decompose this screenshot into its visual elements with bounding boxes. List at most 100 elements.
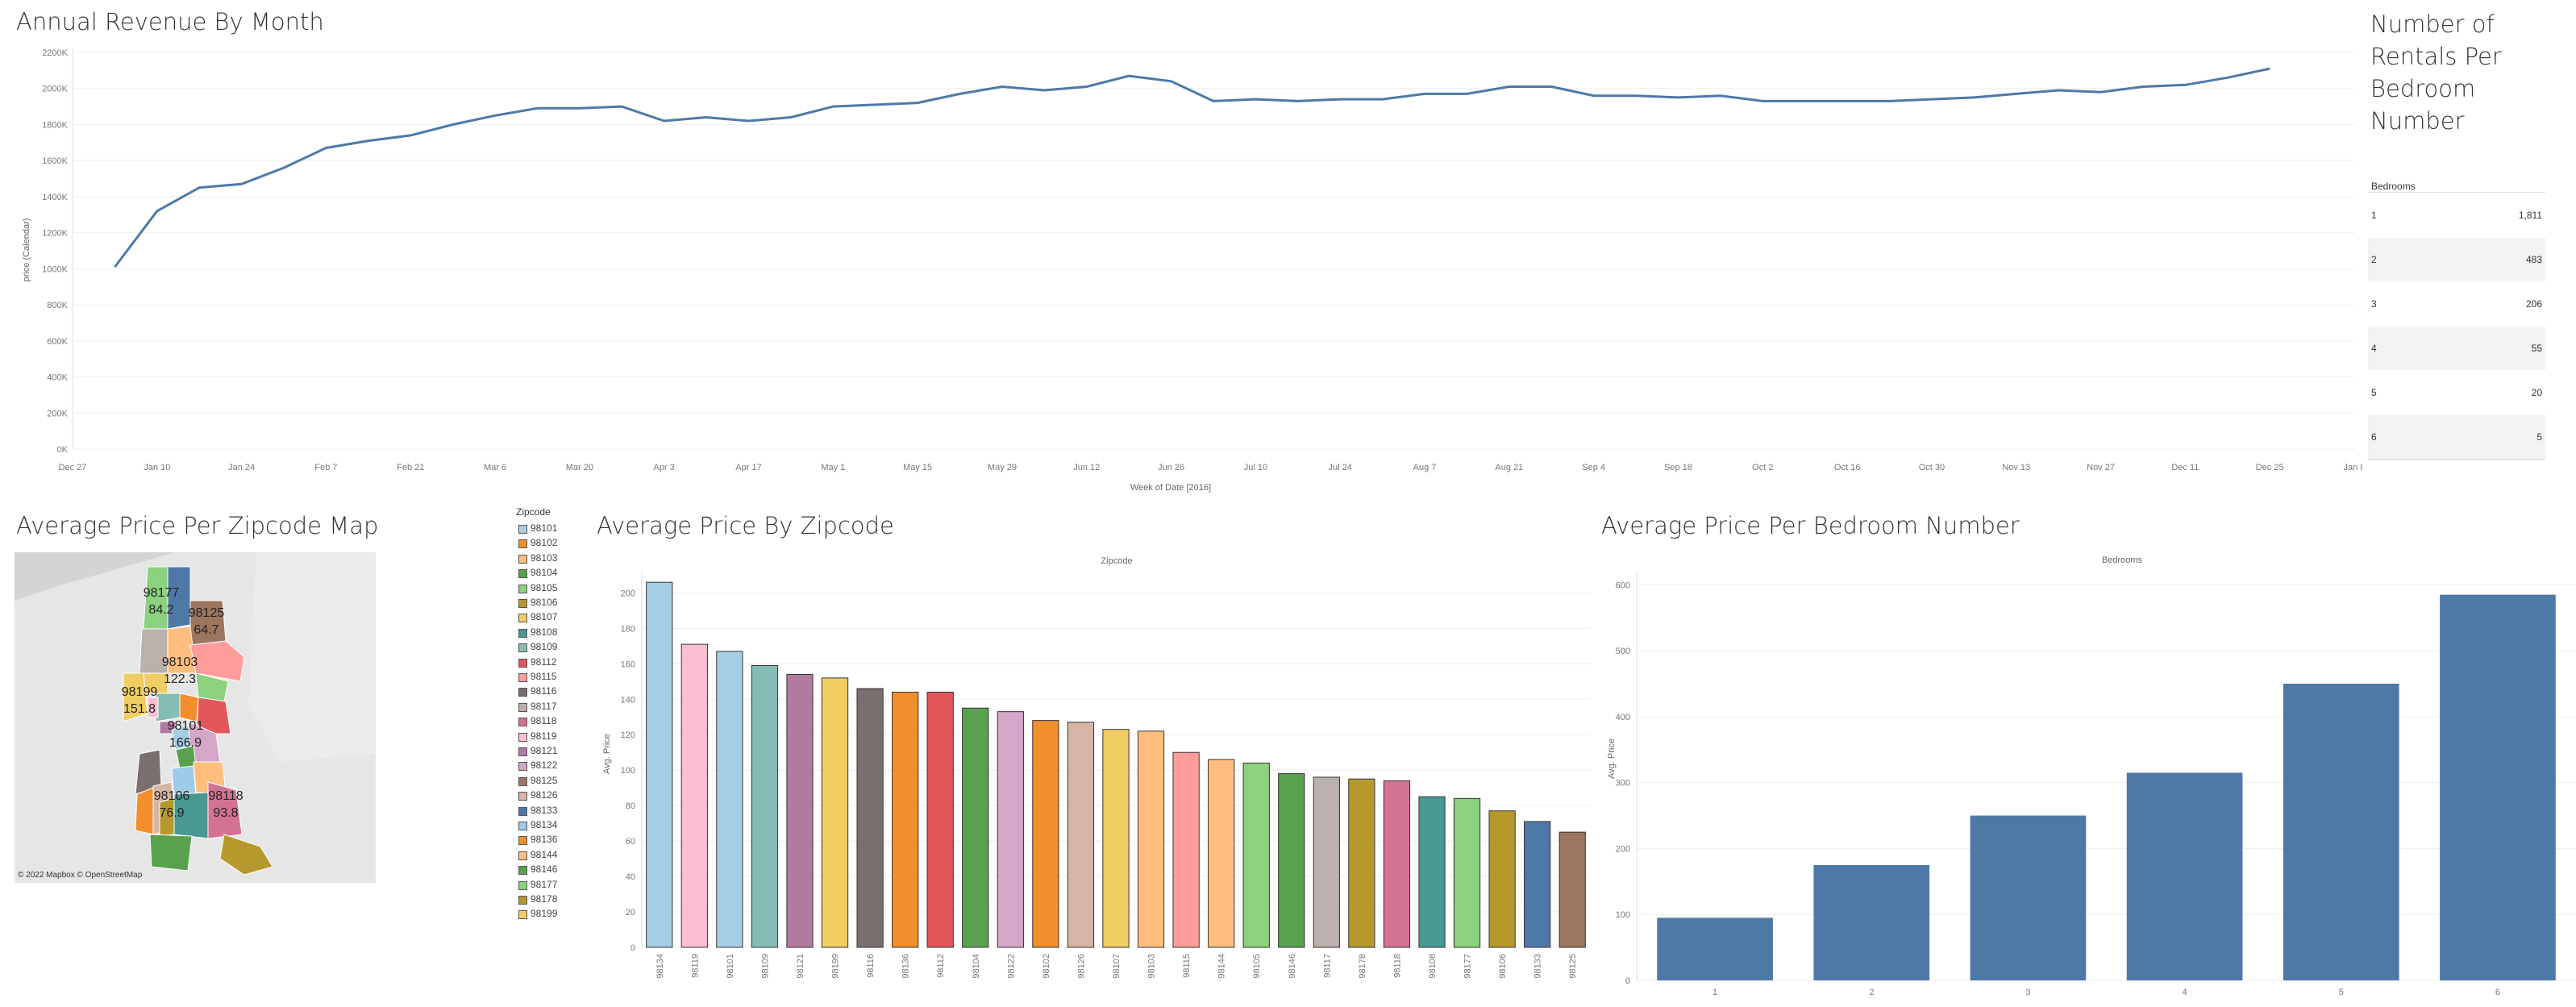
bar-98134[interactable]	[646, 581, 673, 948]
bar-xtick: 98119	[690, 954, 700, 978]
line-xtick: Apr 17	[735, 463, 761, 472]
bar-98119[interactable]	[680, 643, 708, 948]
map-label-98103: 98103 122.3	[162, 654, 198, 688]
bar-98108[interactable]	[1418, 796, 1446, 948]
line-xlabel: Week of Date [2016]	[1130, 483, 1211, 493]
line-xtick: Sep 4	[1582, 463, 1605, 472]
bar-98117[interactable]	[1313, 776, 1340, 948]
bar-xtick: 98106	[1498, 954, 1508, 979]
bar-98107[interactable]	[1102, 729, 1130, 948]
bar-98177[interactable]	[1453, 797, 1481, 948]
legend-swatch	[518, 851, 527, 860]
bar-xtick: 98105	[1252, 954, 1262, 979]
zip-98119-shape[interactable]	[147, 697, 159, 718]
map-label-value: 122.3	[163, 672, 197, 686]
bar-98112[interactable]	[926, 691, 954, 948]
bar-xtick: 98101	[726, 954, 735, 979]
bar-ytick: 40	[626, 872, 635, 882]
bar-98136[interactable]	[892, 691, 919, 948]
map-label-zip: 98101	[167, 719, 204, 733]
legend-label: 98104	[531, 567, 558, 579]
bedbar-header: Bedrooms	[2102, 556, 2143, 565]
rentals-row-count: 20	[2531, 387, 2542, 398]
zipcode-map[interactable]: 98177 84.2 98125 64.7 98103 122.3 98199 151.8 98…	[15, 552, 376, 883]
bar-xtick: 98126	[1076, 954, 1086, 979]
rentals-title-line: Bedroom	[2370, 75, 2476, 102]
bar-98109[interactable]	[751, 665, 779, 948]
zip-98136-shape[interactable]	[135, 787, 154, 835]
bar-98125[interactable]	[1559, 831, 1586, 948]
annual-revenue-chart: 0K 200K 400K 600K 800K 1000K 1200K 1400K 1600K 18…	[22, 48, 2362, 493]
rentals-row-bedrooms: 4	[2371, 343, 2377, 354]
bar-ytick: 160	[621, 660, 635, 669]
line-xtick: Jun 12	[1073, 463, 1100, 472]
zip-98146-shape[interactable]	[149, 834, 193, 872]
line-xtick: Mar 20	[566, 463, 593, 472]
legend-label: 98125	[531, 774, 558, 786]
zip-98115-shape[interactable]	[189, 640, 245, 682]
line-xtick: Dec 27	[59, 463, 87, 472]
bar-98122[interactable]	[997, 711, 1024, 948]
bar-ytick: 600	[1616, 580, 1630, 590]
zip-98102-shape[interactable]	[179, 693, 199, 722]
bar-98105[interactable]	[1242, 762, 1270, 948]
bar-6[interactable]	[2440, 594, 2556, 980]
bar-ytick: 120	[621, 730, 635, 740]
bar-98199[interactable]	[821, 677, 849, 948]
legend-swatch	[518, 896, 527, 905]
line-ytick: 1000K	[42, 264, 68, 274]
bar-98126[interactable]	[1067, 722, 1095, 948]
bar-98104[interactable]	[962, 707, 989, 948]
line-xtick: Feb 7	[314, 463, 337, 472]
zip-98112-shape[interactable]	[196, 697, 231, 734]
bar-98106[interactable]	[1488, 810, 1516, 948]
bar-2[interactable]	[1813, 864, 1930, 980]
bar-98101[interactable]	[716, 651, 743, 948]
bar-98144[interactable]	[1208, 759, 1235, 948]
legend-swatch	[518, 658, 527, 668]
annual-title: Annual Revenue By Month	[16, 8, 324, 35]
bar-98121[interactable]	[786, 673, 814, 948]
bar-98115[interactable]	[1172, 751, 1200, 948]
bar-xtick: 98117	[1322, 954, 1332, 978]
rentals-row: 4 55	[2368, 327, 2545, 370]
legend-swatch	[518, 732, 527, 742]
rentals-title: Number of Rentals Per Bedroom Number	[2370, 8, 2502, 137]
bar-98103[interactable]	[1137, 730, 1165, 948]
line-ytick: 200K	[47, 409, 68, 418]
zip-98118-shape[interactable]	[207, 781, 243, 839]
legend-swatch	[518, 584, 527, 593]
line-ytick: 1200K	[42, 229, 68, 239]
rentals-title-line: Rentals Per	[2370, 43, 2502, 70]
line-ylabel: price (Calendar)	[22, 218, 31, 282]
bar-98102[interactable]	[1032, 720, 1059, 948]
bar-1[interactable]	[1657, 918, 1773, 980]
legend-label: 98116	[531, 685, 557, 697]
bar-98178[interactable]	[1348, 778, 1375, 948]
zip-98178-shape[interactable]	[219, 834, 273, 876]
map-label-value: 64.7	[194, 623, 219, 637]
line-xtick: Oct 2	[1752, 463, 1773, 472]
bar-98146[interactable]	[1278, 773, 1305, 948]
bar-98116[interactable]	[856, 688, 884, 948]
bar-3[interactable]	[1970, 815, 2087, 980]
bar-xtick: 98177	[1463, 954, 1473, 979]
rentals-table-header: Bedrooms	[2371, 181, 2416, 192]
legend-label: 98119	[531, 730, 557, 742]
rentals-row-bedrooms: 1	[2371, 210, 2377, 221]
line-xtick: Jan 24	[228, 463, 255, 472]
line-xtick: Jan 10	[144, 463, 170, 472]
bar-98133[interactable]	[1524, 821, 1551, 948]
legend-swatch	[518, 539, 527, 549]
map-label-zip: 98118	[208, 789, 243, 803]
rentals-table: Bedrooms	[2368, 177, 2545, 461]
bar-5[interactable]	[2283, 684, 2399, 980]
bar-ytick: 0	[630, 943, 635, 953]
line-xtick: Jan 8	[2344, 463, 2362, 472]
bar-xtick: 3	[2025, 988, 2030, 997]
bar-98118[interactable]	[1383, 780, 1411, 948]
legend-swatch	[518, 866, 527, 876]
legend-label: 98105	[531, 581, 558, 593]
zip-98106-shape[interactable]	[159, 797, 175, 837]
bar-4[interactable]	[2126, 772, 2243, 980]
